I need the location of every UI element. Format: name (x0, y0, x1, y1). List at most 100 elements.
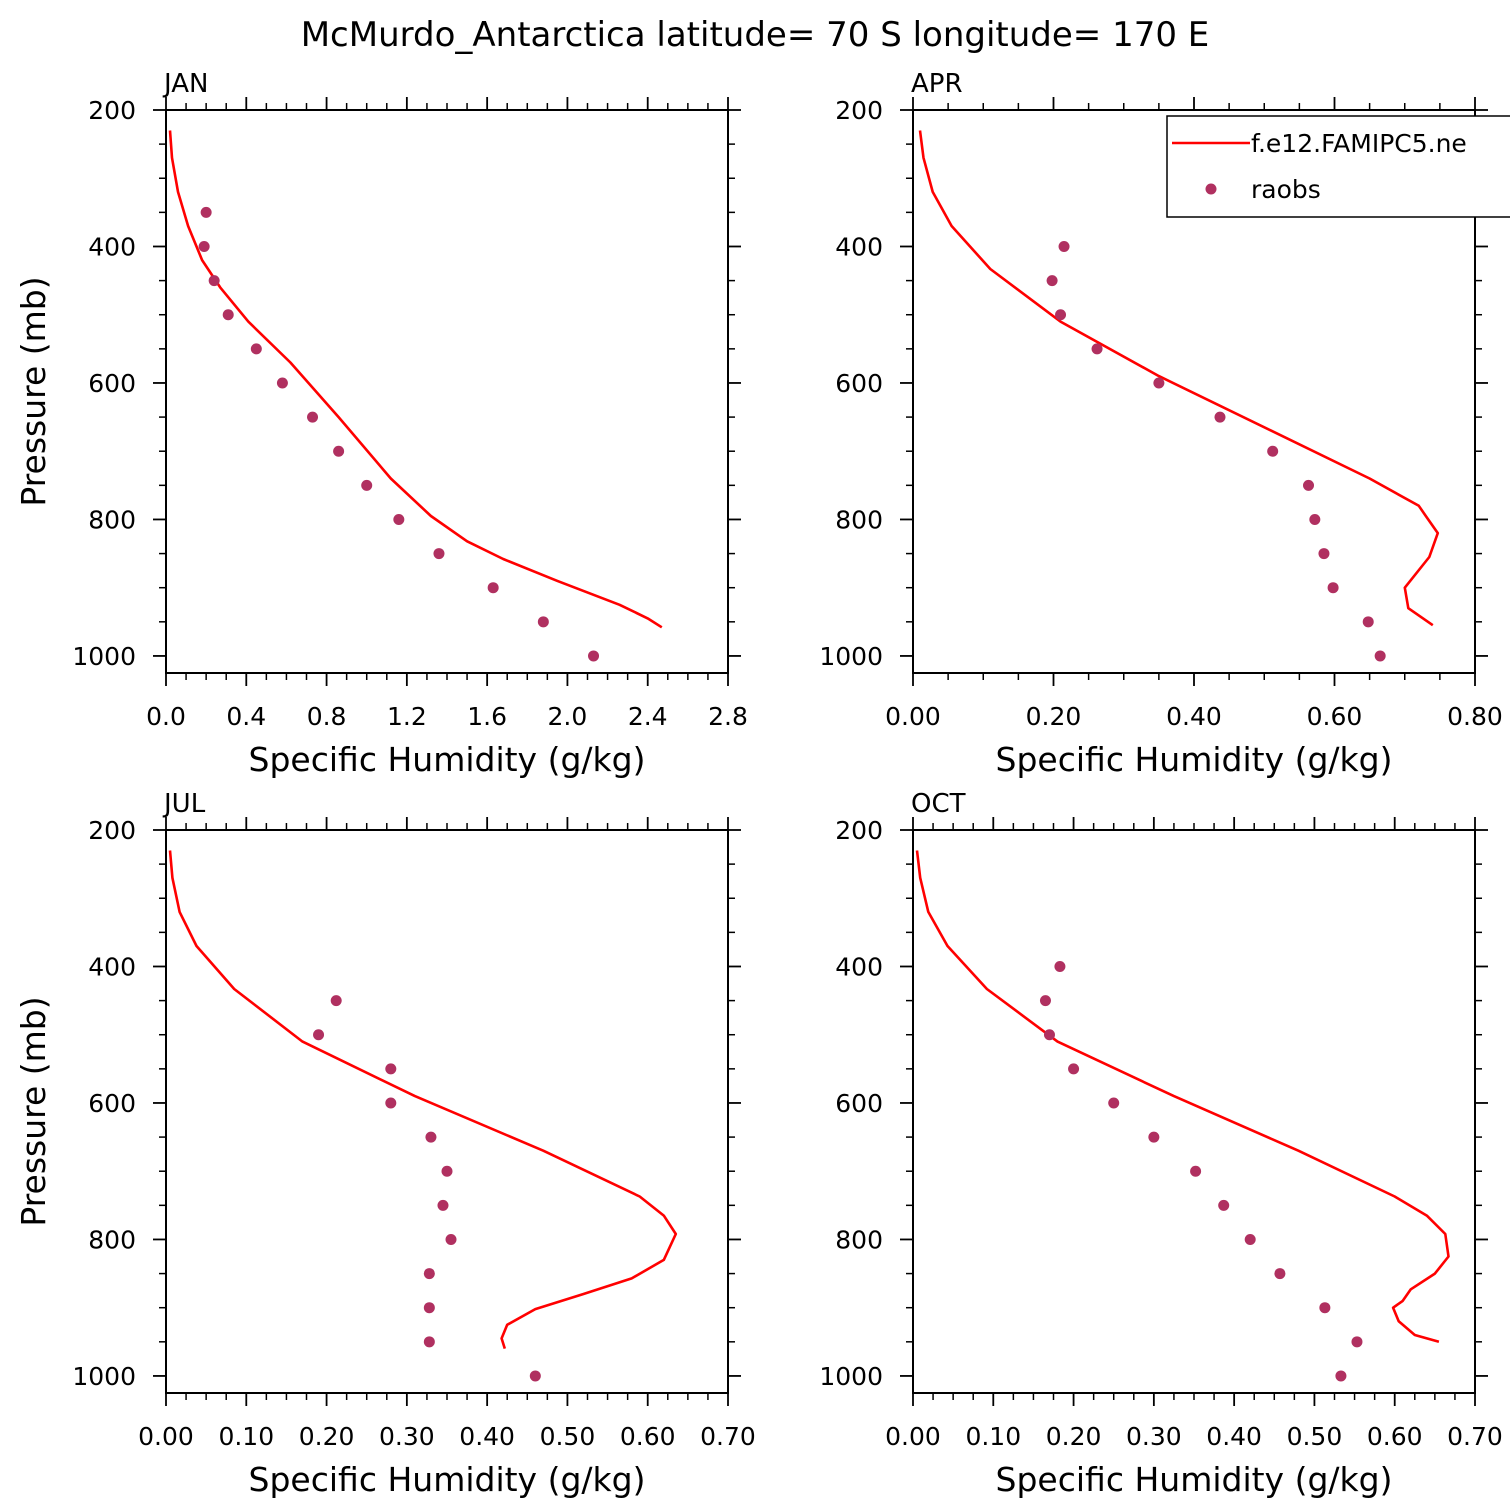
y-tick-label: 600 (835, 369, 883, 398)
y-tick-label: 600 (88, 1089, 136, 1118)
raobs-point (1153, 377, 1165, 389)
y-tick-label: 800 (88, 505, 136, 534)
panel-jan: JAN 0.0 0.4 0.8 1.2 1.6 2.0 2.4 2.8 200 400 600 800 1… (14, 69, 748, 779)
raobs-point (441, 1165, 453, 1177)
x-tick-label: 0.20 (299, 1422, 355, 1451)
raobs-point (1190, 1165, 1202, 1177)
x-tick-label: 2.4 (628, 702, 668, 731)
y-tick-label: 400 (88, 952, 136, 981)
raobs-point (276, 377, 288, 389)
raobs-point (537, 616, 549, 628)
x-tick-label: 0.60 (620, 1422, 676, 1451)
x-tick-label: 2.8 (708, 702, 748, 731)
x-tick-label: 0.10 (218, 1422, 274, 1451)
y-tick-label: 400 (88, 232, 136, 261)
x-axis-label: Specific Humidity (g/kg) (249, 740, 646, 779)
raobs-point (385, 1063, 397, 1075)
x-axis-label: Specific Humidity (g/kg) (996, 1460, 1393, 1499)
y-tick-label: 200 (88, 816, 136, 845)
legend-box (1166, 115, 1510, 218)
raobs-point (433, 548, 445, 560)
plot-frame (165, 109, 729, 674)
raobs-point (1068, 1063, 1080, 1075)
raobs-point (250, 343, 262, 355)
raobs-point (1148, 1131, 1160, 1143)
x-tick-label: 0.00 (138, 1422, 194, 1451)
y-tick-label: 1000 (819, 1362, 883, 1391)
y-tick-label: 1000 (72, 1362, 136, 1391)
raobs-point (1039, 995, 1051, 1007)
x-tick-label: 2.0 (548, 702, 588, 731)
y-axis-label: Pressure (mb) (14, 996, 53, 1226)
x-axis-label: Specific Humidity (g/kg) (249, 1460, 646, 1499)
plot-frame (912, 829, 1476, 1394)
x-tick-label: 0.50 (1287, 1422, 1343, 1451)
model-profile-line (168, 850, 678, 1349)
legend-marker-swatch (1205, 183, 1217, 195)
raobs-point (1319, 1302, 1331, 1314)
y-tick-label: 400 (835, 952, 883, 981)
x-axis-label: Specific Humidity (g/kg) (996, 740, 1393, 779)
raobs-point (1108, 1097, 1120, 1109)
y-tick-label: 600 (88, 369, 136, 398)
x-tick-label: 0.30 (379, 1422, 435, 1451)
x-tick-label: 0.20 (1026, 702, 1082, 731)
x-tick-label: 0.60 (1307, 702, 1363, 731)
y-tick-label: 800 (88, 1225, 136, 1254)
x-tick-label: 1.6 (467, 702, 507, 731)
x-tick-label: 0.70 (700, 1422, 756, 1451)
raobs-point (1309, 513, 1321, 525)
raobs-point (1335, 1370, 1347, 1382)
panel-label: JAN (162, 69, 208, 99)
raobs-point (333, 445, 345, 457)
y-tick-label: 600 (835, 1089, 883, 1118)
raobs-point (1274, 1268, 1286, 1280)
x-tick-label: 0.4 (226, 702, 266, 731)
model-profile-line (918, 130, 1440, 627)
y-tick-label: 800 (835, 1225, 883, 1254)
x-tick-label: 1.2 (387, 702, 427, 731)
figure-title: McMurdo_Antarctica latitude= 70 S longit… (301, 15, 1210, 55)
legend: f.e12.FAMIPC5.ne raobs (1166, 115, 1510, 218)
raobs-point (423, 1302, 435, 1314)
x-tick-label: 0.40 (459, 1422, 515, 1451)
x-tick-label: 0.40 (1206, 1422, 1262, 1451)
raobs-point (423, 1336, 435, 1348)
x-tick-label: 0.00 (885, 1422, 941, 1451)
raobs-point (1058, 240, 1070, 252)
raobs-point (1318, 548, 1330, 560)
raobs-point (330, 995, 342, 1007)
raobs-point (1244, 1233, 1256, 1245)
x-tick-label: 0.80 (1447, 702, 1503, 731)
y-tick-label: 200 (88, 96, 136, 125)
x-tick-label: 0.70 (1447, 1422, 1503, 1451)
raobs-point (307, 411, 319, 423)
raobs-point (1054, 960, 1066, 972)
x-tick-label: 0.20 (1046, 1422, 1102, 1451)
x-tick-label: 0.00 (885, 702, 941, 731)
panel-label: JUL (162, 789, 206, 819)
raobs-point (529, 1370, 541, 1382)
y-tick-label: 1000 (72, 642, 136, 671)
legend-label-model: f.e12.FAMIPC5.ne (1251, 129, 1467, 158)
x-tick-label: 0.0 (146, 702, 186, 731)
model-profile-line (915, 850, 1450, 1344)
panel-oct: OCT 0.00 0.10 0.20 0.30 0.40 0.50 0.60 0.70 200 40… (819, 789, 1502, 1499)
y-tick-label: 400 (835, 232, 883, 261)
raobs-point (1303, 479, 1315, 491)
x-tick-label: 0.30 (1126, 1422, 1182, 1451)
plot-frame (165, 829, 729, 1394)
raobs-point (423, 1268, 435, 1280)
raobs-point (200, 206, 212, 218)
raobs-point (1055, 309, 1067, 321)
raobs-point (487, 582, 499, 594)
x-tick-label: 0.10 (965, 1422, 1021, 1451)
raobs-point (1267, 445, 1279, 457)
raobs-point (1351, 1336, 1363, 1348)
raobs-point (1214, 411, 1226, 423)
panel-label: OCT (911, 789, 966, 819)
raobs-point (393, 513, 405, 525)
raobs-point (1091, 343, 1103, 355)
x-tick-label: 0.50 (540, 1422, 596, 1451)
raobs-point (425, 1131, 437, 1143)
